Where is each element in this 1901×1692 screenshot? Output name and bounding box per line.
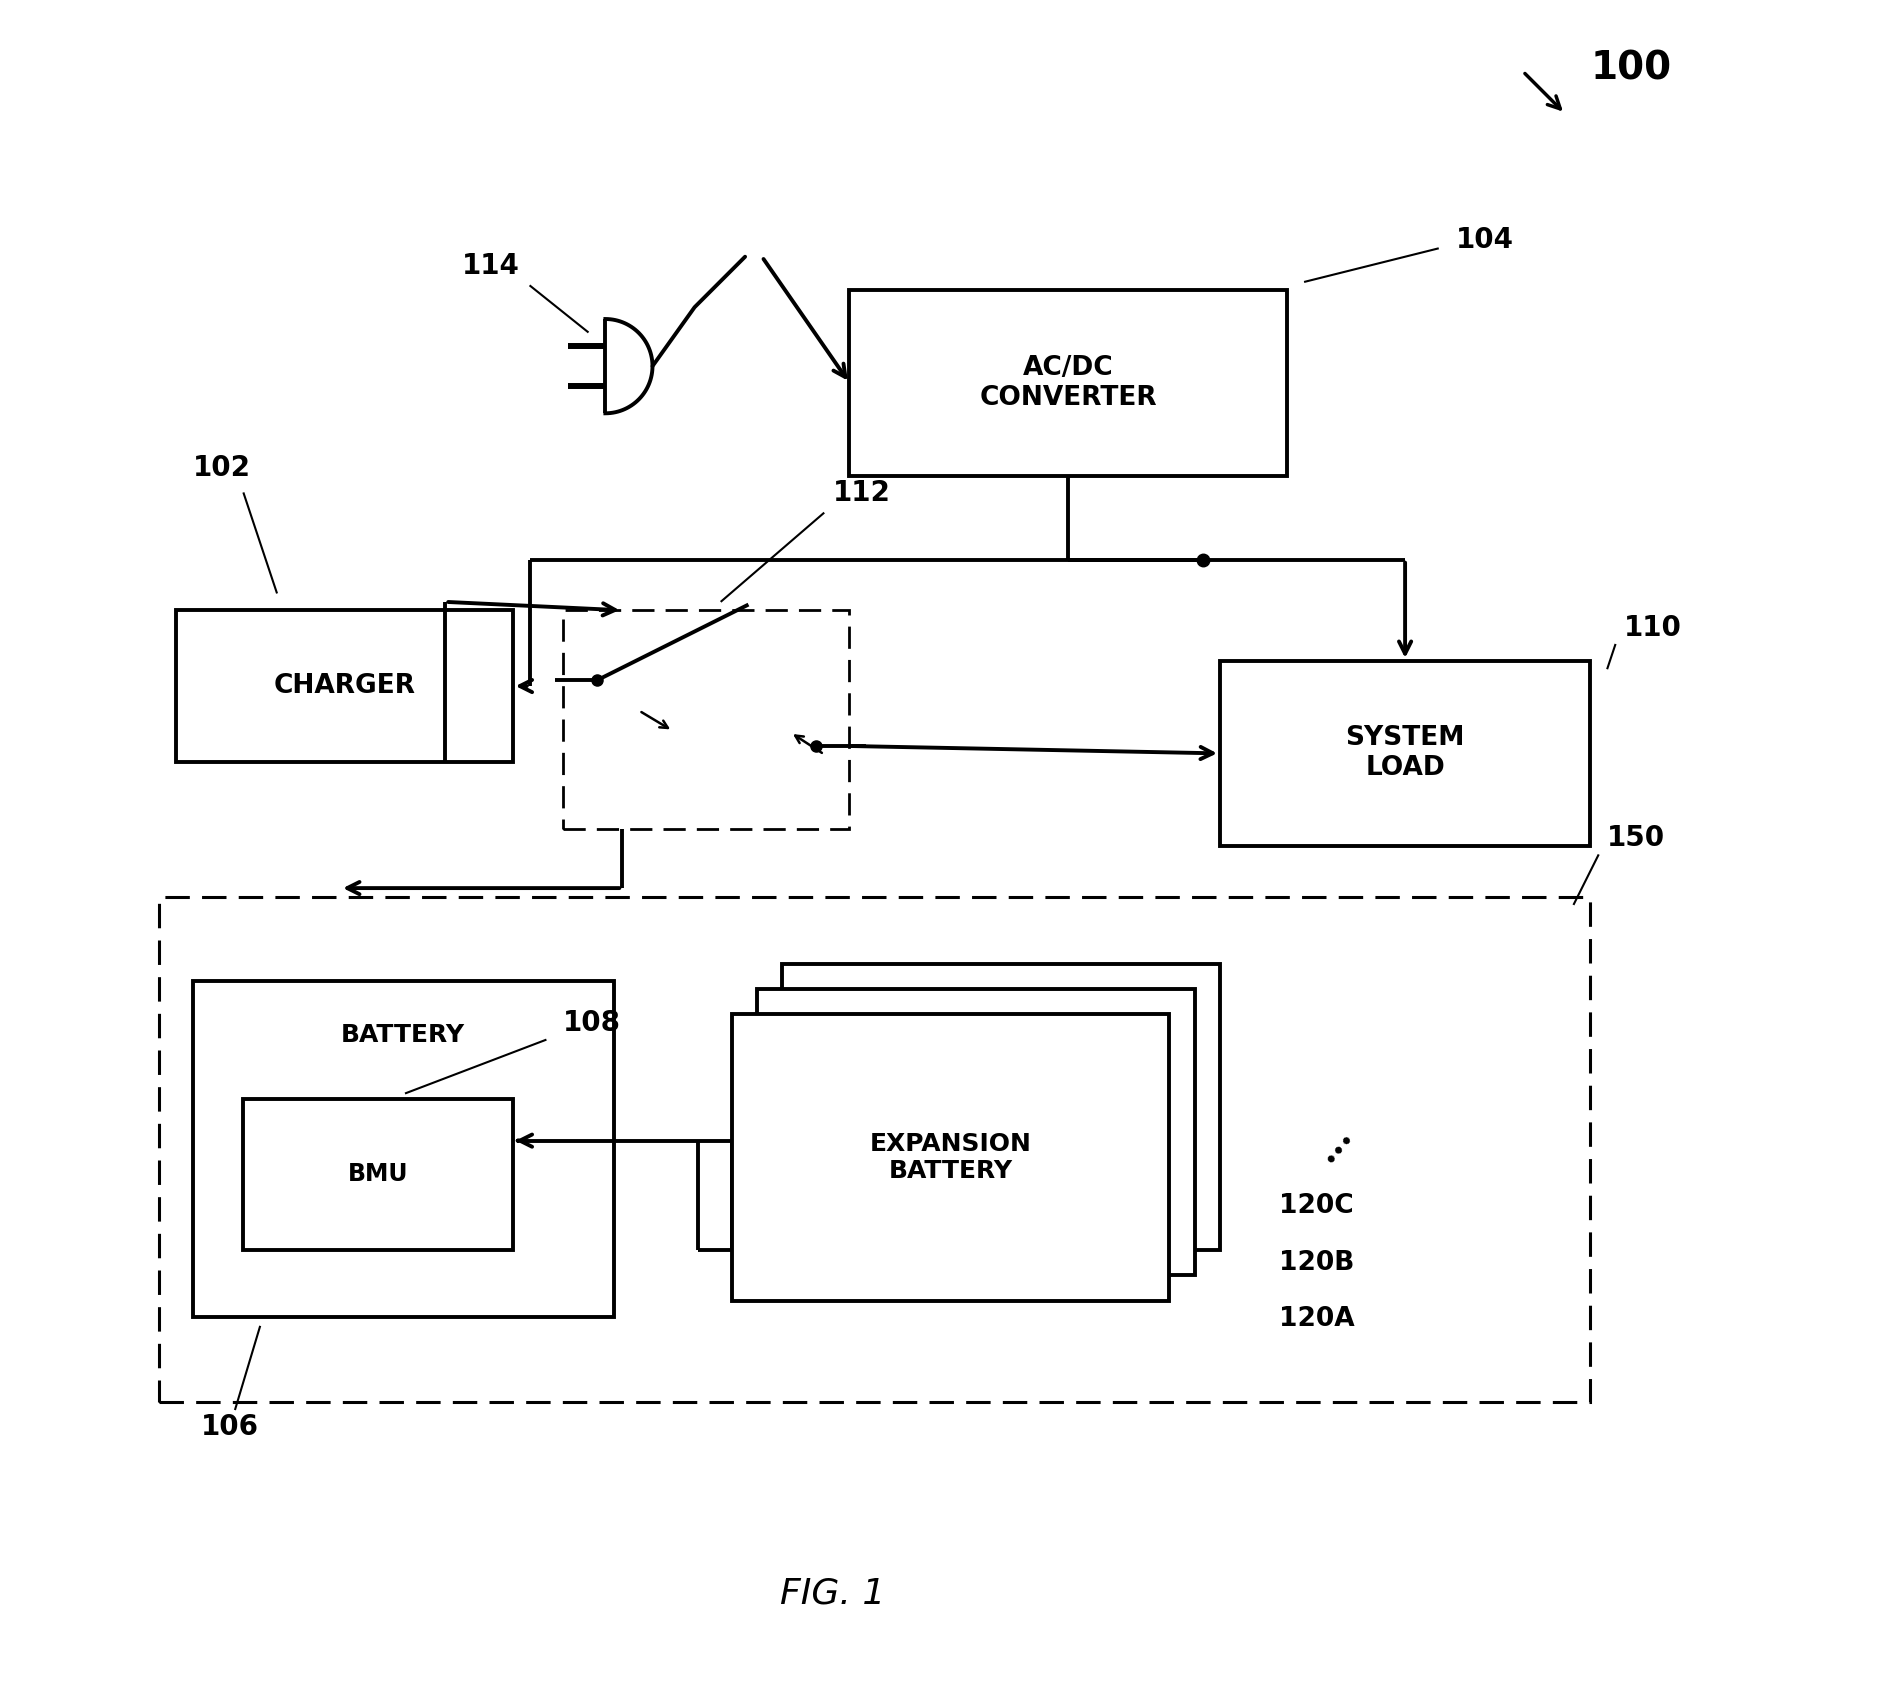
Text: 150: 150 (1606, 824, 1665, 853)
Text: FIG. 1: FIG. 1 (779, 1577, 886, 1611)
Text: EXPANSION
BATTERY: EXPANSION BATTERY (869, 1132, 1032, 1183)
Bar (243, 1098, 513, 1250)
Bar (192, 981, 614, 1318)
Text: 110: 110 (1623, 614, 1682, 641)
Text: AC/DC
CONVERTER: AC/DC CONVERTER (979, 355, 1158, 411)
Text: 120A: 120A (1279, 1306, 1354, 1332)
Text: 106: 106 (202, 1413, 259, 1442)
Text: BMU: BMU (348, 1162, 409, 1186)
Text: 120B: 120B (1279, 1250, 1354, 1276)
Bar (781, 964, 1220, 1250)
Text: 108: 108 (563, 1008, 622, 1037)
Text: 104: 104 (1456, 227, 1513, 254)
Bar (732, 1015, 1169, 1301)
Text: BATTERY: BATTERY (342, 1022, 466, 1047)
Bar (160, 897, 1591, 1401)
Bar (1220, 662, 1591, 846)
Text: 120C: 120C (1279, 1193, 1354, 1218)
Text: 112: 112 (833, 479, 890, 508)
Text: 100: 100 (1591, 51, 1671, 88)
Bar (177, 611, 513, 761)
Text: CHARGER: CHARGER (274, 673, 416, 699)
Text: SYSTEM
LOAD: SYSTEM LOAD (1346, 726, 1466, 782)
Bar (850, 291, 1287, 475)
Text: 102: 102 (192, 453, 251, 482)
Text: 114: 114 (462, 252, 521, 279)
Bar (563, 611, 850, 829)
Bar (757, 990, 1194, 1276)
Text: •••: ••• (1321, 1129, 1359, 1169)
